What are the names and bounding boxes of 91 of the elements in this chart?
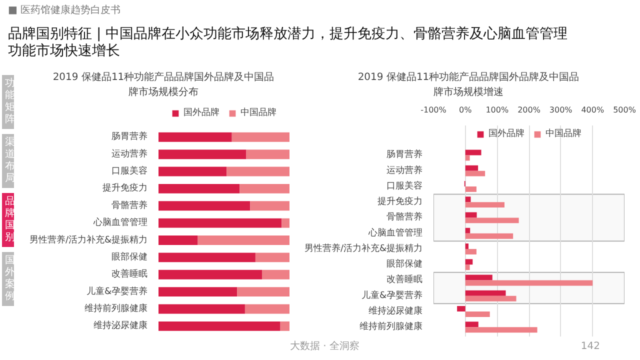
bar bbox=[465, 311, 490, 317]
y-tick-label: 心脑血管管理 bbox=[92, 217, 148, 228]
bar bbox=[465, 218, 519, 224]
bar bbox=[282, 218, 290, 228]
bar bbox=[158, 252, 256, 262]
legend-label: 中国品牌 bbox=[546, 128, 582, 140]
y-tick-label: 骨骼营养 bbox=[386, 212, 422, 223]
y-tick-label: 维持前列腺健康 bbox=[360, 321, 422, 332]
bar bbox=[465, 290, 506, 296]
y-tick-label: 提升免疫力 bbox=[102, 182, 148, 194]
x-tick-label: 500% bbox=[613, 106, 636, 114]
bar bbox=[158, 304, 245, 314]
x-tick-label: 300% bbox=[549, 106, 573, 114]
x-tick-label: 200% bbox=[518, 106, 541, 114]
y-tick-label: 肠胃营养 bbox=[112, 131, 148, 142]
bar bbox=[465, 228, 470, 234]
y-tick-label: 维持前列腺健康 bbox=[84, 303, 148, 314]
legend-label: 中国品牌 bbox=[240, 106, 276, 119]
bar bbox=[158, 132, 232, 142]
y-tick-label: 维持泌尿健康 bbox=[368, 305, 422, 316]
bar bbox=[198, 236, 290, 245]
bar bbox=[250, 201, 290, 211]
bar bbox=[465, 296, 516, 302]
bar bbox=[158, 236, 198, 245]
bar bbox=[244, 304, 290, 314]
bar bbox=[158, 150, 246, 160]
bar bbox=[465, 186, 476, 192]
y-tick-label: 维持泌尿健康 bbox=[94, 320, 148, 332]
y-tick-label: 男性营养/活力补充&提振精力 bbox=[304, 242, 423, 254]
bar bbox=[158, 270, 262, 280]
bar bbox=[457, 306, 466, 312]
chart-title: 2019 保健品11种功能产品品牌国外品牌及中国品牌市场规模增速 bbox=[358, 70, 580, 100]
bar bbox=[158, 321, 280, 331]
y-tick-label: 肠胃营养 bbox=[386, 149, 422, 160]
x-tick-label: 100% bbox=[486, 106, 509, 114]
x-tick-label: 400% bbox=[581, 106, 604, 114]
y-tick-label: 改善睡眠 bbox=[386, 274, 422, 286]
bar bbox=[465, 248, 476, 254]
bar bbox=[465, 264, 470, 270]
y-tick-label: 儿童&孕婴营养 bbox=[86, 286, 148, 297]
text: 功能矩阵 bbox=[2, 75, 15, 129]
bar bbox=[465, 259, 473, 265]
bar bbox=[465, 170, 486, 176]
bar bbox=[246, 150, 290, 160]
legend-label: 国外品牌 bbox=[184, 106, 220, 119]
bar bbox=[158, 184, 240, 194]
bar bbox=[465, 244, 469, 249]
text: 品牌国别特征 | 中国品牌在小众功能市场释放潜力，提升免疫力、骨骼营养及心脑血管管理功能市场快速增长 bbox=[8, 26, 568, 60]
text: 国外案例 bbox=[2, 252, 15, 306]
y-tick-label: 口服美容 bbox=[386, 180, 422, 192]
y-tick-label: 眼部保健 bbox=[386, 258, 422, 270]
bar bbox=[465, 212, 477, 218]
y-tick-label: 眼部保健 bbox=[112, 251, 148, 262]
bar bbox=[158, 287, 238, 297]
bar bbox=[465, 280, 593, 286]
y-tick-label: 运动营养 bbox=[386, 164, 422, 176]
bar bbox=[465, 322, 478, 328]
chart-title: 2019 保健品11种功能产品品牌国外品牌及中国品牌市场规模分布 bbox=[52, 70, 274, 100]
y-tick-label: 骨骼营养 bbox=[112, 200, 148, 211]
y-tick-label: 男性营养/活力补充&提振精力 bbox=[29, 234, 148, 246]
bar bbox=[158, 166, 227, 176]
x-tick-label: 0% bbox=[458, 106, 472, 114]
bar bbox=[158, 218, 282, 228]
text: 142 bbox=[580, 340, 600, 354]
text: ■ 医药馆健康趋势白皮书 bbox=[8, 4, 122, 18]
bar bbox=[232, 132, 290, 142]
bar bbox=[465, 155, 470, 161]
bar bbox=[465, 327, 538, 333]
text: 大数据 · 全洞察 bbox=[290, 340, 360, 354]
bar bbox=[226, 166, 290, 176]
bar bbox=[465, 202, 504, 208]
y-tick-label: 心脑血管管理 bbox=[368, 227, 422, 238]
bar bbox=[240, 184, 290, 194]
y-tick-label: 改善睡眠 bbox=[112, 268, 148, 280]
bar bbox=[158, 201, 250, 211]
bar bbox=[237, 287, 290, 297]
bar bbox=[280, 321, 290, 331]
x-tick-label: -100% bbox=[420, 106, 447, 114]
bar bbox=[465, 233, 514, 239]
bar bbox=[465, 150, 482, 156]
bar bbox=[255, 252, 290, 262]
bar bbox=[465, 165, 478, 171]
text: 渠道布局 bbox=[2, 134, 15, 188]
bar bbox=[465, 196, 471, 202]
y-tick-label: 运动营养 bbox=[112, 148, 148, 160]
y-tick-label: 口服美容 bbox=[112, 166, 148, 177]
y-tick-label: 儿童&孕婴营养 bbox=[361, 290, 423, 301]
bar bbox=[262, 270, 290, 280]
bar bbox=[465, 274, 492, 280]
y-tick-label: 提升免疫力 bbox=[378, 196, 422, 208]
legend-label: 国外品牌 bbox=[488, 128, 524, 140]
